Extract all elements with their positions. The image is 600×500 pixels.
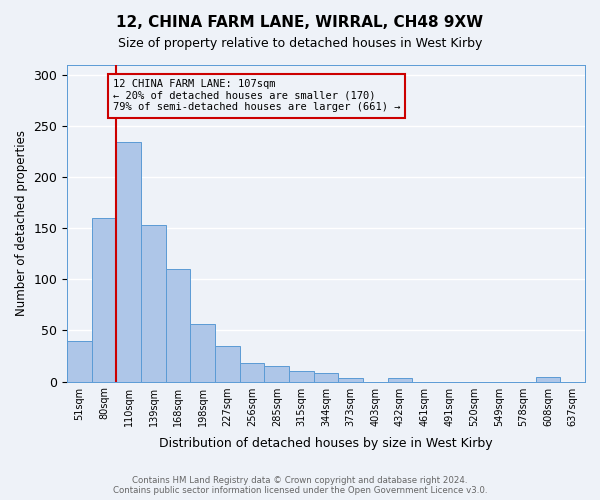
- Text: 12, CHINA FARM LANE, WIRRAL, CH48 9XW: 12, CHINA FARM LANE, WIRRAL, CH48 9XW: [116, 15, 484, 30]
- Bar: [67, 340, 92, 382]
- Bar: [289, 372, 314, 382]
- Text: Contains HM Land Registry data © Crown copyright and database right 2024.
Contai: Contains HM Land Registry data © Crown c…: [113, 476, 487, 495]
- Bar: [388, 378, 412, 382]
- Bar: [116, 142, 141, 382]
- X-axis label: Distribution of detached houses by size in West Kirby: Distribution of detached houses by size …: [159, 437, 493, 450]
- Bar: [141, 226, 166, 382]
- Y-axis label: Number of detached properties: Number of detached properties: [15, 130, 28, 316]
- Bar: [215, 346, 240, 382]
- Text: Size of property relative to detached houses in West Kirby: Size of property relative to detached ho…: [118, 38, 482, 51]
- Bar: [338, 378, 363, 382]
- Bar: [314, 374, 338, 382]
- Bar: [190, 324, 215, 382]
- Text: 12 CHINA FARM LANE: 107sqm
← 20% of detached houses are smaller (170)
79% of sem: 12 CHINA FARM LANE: 107sqm ← 20% of deta…: [113, 79, 400, 112]
- Bar: [265, 366, 289, 382]
- Bar: [92, 218, 116, 382]
- Bar: [166, 269, 190, 382]
- Bar: [536, 378, 560, 382]
- Bar: [240, 363, 265, 382]
